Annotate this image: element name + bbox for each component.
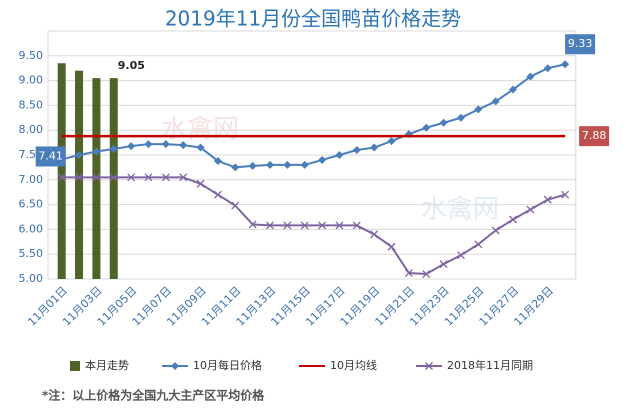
data-label-box bbox=[35, 146, 66, 167]
point bbox=[543, 64, 552, 73]
point bbox=[75, 173, 83, 182]
data-label: 7.88 bbox=[582, 129, 607, 142]
y-tick-label: 5.00 bbox=[19, 272, 44, 285]
point bbox=[509, 215, 517, 224]
data-label: 7.41 bbox=[38, 149, 63, 162]
y-tick-label: 6.00 bbox=[19, 222, 44, 235]
watermark: 水禽网 bbox=[421, 195, 499, 225]
point bbox=[266, 160, 274, 169]
point bbox=[109, 173, 118, 182]
data-label-box bbox=[579, 126, 610, 147]
y-tick-label: 8.50 bbox=[19, 98, 44, 111]
point bbox=[457, 251, 465, 260]
bar bbox=[92, 78, 101, 280]
point bbox=[335, 151, 344, 159]
point bbox=[300, 160, 309, 169]
point bbox=[526, 72, 535, 81]
point bbox=[283, 160, 292, 169]
y-tick-label: 9.50 bbox=[19, 49, 44, 62]
point bbox=[318, 221, 327, 230]
line bbox=[61, 63, 566, 169]
legend-marker bbox=[171, 362, 179, 370]
point bbox=[491, 226, 500, 235]
point bbox=[75, 151, 84, 159]
point bbox=[300, 221, 309, 230]
data-label-box bbox=[565, 34, 596, 55]
point bbox=[335, 221, 344, 230]
point bbox=[422, 270, 431, 278]
point bbox=[266, 221, 274, 230]
point bbox=[161, 140, 170, 149]
y-tick-label: 6.50 bbox=[19, 198, 44, 211]
point bbox=[248, 220, 257, 229]
point bbox=[109, 145, 118, 154]
point bbox=[196, 143, 205, 152]
point bbox=[387, 242, 396, 251]
point bbox=[179, 173, 188, 182]
legend-label: 10月每日价格 bbox=[193, 358, 262, 372]
point bbox=[213, 190, 222, 199]
chart-title: 2019年11月份全国鸭苗价格走势 bbox=[165, 7, 461, 31]
y-tick-label: 5.50 bbox=[19, 247, 44, 260]
bar bbox=[75, 70, 84, 280]
point bbox=[439, 260, 448, 269]
point bbox=[92, 147, 101, 156]
point bbox=[370, 143, 379, 152]
footnote: *注：以上价格为全国九大主产区平均价格 bbox=[42, 388, 265, 403]
point bbox=[422, 123, 431, 132]
point bbox=[248, 161, 257, 170]
point bbox=[526, 205, 535, 214]
point bbox=[127, 173, 136, 182]
data-label: 9.33 bbox=[568, 37, 593, 50]
point bbox=[387, 137, 396, 146]
point bbox=[231, 163, 240, 172]
point bbox=[283, 221, 292, 230]
point bbox=[491, 97, 500, 106]
y-tick-label: 7.00 bbox=[19, 173, 44, 186]
point bbox=[543, 195, 552, 204]
point bbox=[352, 146, 361, 155]
point bbox=[57, 173, 66, 182]
point bbox=[474, 240, 483, 249]
point bbox=[144, 173, 153, 182]
point bbox=[179, 141, 188, 150]
point bbox=[196, 179, 205, 188]
point bbox=[561, 190, 570, 199]
y-tick-label: 8.00 bbox=[19, 123, 44, 136]
bar bbox=[57, 63, 66, 279]
legend-label: 2018年11月同期 bbox=[447, 358, 533, 372]
point bbox=[318, 155, 327, 164]
legend-swatch bbox=[70, 361, 80, 371]
point bbox=[127, 142, 136, 151]
point bbox=[370, 230, 379, 239]
point bbox=[213, 156, 222, 165]
point bbox=[561, 60, 570, 69]
point bbox=[352, 221, 361, 230]
bar bbox=[109, 78, 118, 280]
legend-label: 本月走势 bbox=[85, 358, 129, 372]
point bbox=[456, 113, 465, 122]
point bbox=[92, 173, 101, 182]
legend-label: 10月均线 bbox=[330, 358, 377, 372]
point bbox=[231, 201, 240, 210]
data-label: 9.05 bbox=[118, 59, 145, 72]
line bbox=[61, 176, 566, 276]
point bbox=[404, 269, 413, 278]
y-tick-label: 9.00 bbox=[19, 74, 44, 87]
watermark: 水禽网 bbox=[161, 115, 239, 145]
point bbox=[509, 85, 518, 94]
point bbox=[474, 105, 483, 114]
legend-marker bbox=[425, 362, 433, 370]
point bbox=[439, 118, 448, 127]
point bbox=[144, 140, 153, 149]
point bbox=[161, 173, 170, 182]
